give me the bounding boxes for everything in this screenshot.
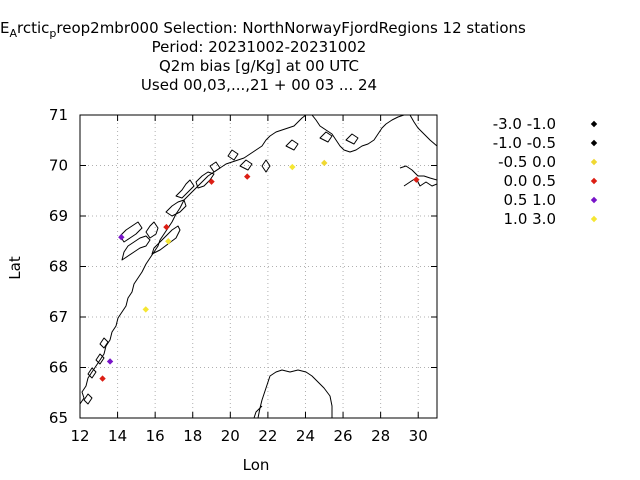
axis-ticks: 12 14 16 18 20 22 24 26 28 30 65 66 67 68 69 70 71 [49, 106, 437, 445]
legend-label: -0.5 0.0 [498, 153, 556, 171]
grid-lines [79, 114, 437, 419]
legend-marker [590, 158, 598, 166]
station-markers [99, 159, 420, 382]
plot-area: 12 14 16 18 20 22 24 26 28 30 65 66 67 68 69 70 71 [49, 106, 438, 445]
x-tick-label: 12 [70, 427, 89, 445]
y-tick-label: 67 [49, 308, 68, 326]
coastline [80, 115, 437, 418]
legend: -3.0 -1.0-1.0 -0.5-0.5 0.00.0 0.50.5 1.0… [493, 115, 598, 228]
x-tick-label: 18 [183, 427, 202, 445]
legend-marker [590, 139, 598, 147]
x-tick-label: 22 [258, 427, 277, 445]
station-marker [289, 163, 296, 171]
station-marker [413, 176, 420, 183]
y-tick-label: 69 [49, 207, 68, 225]
title-line-3: Q2m bias [g/Kg] at 00 UTC [159, 57, 359, 75]
legend-marker [590, 215, 598, 223]
station-marker [106, 358, 114, 365]
station-marker [165, 238, 172, 245]
station-marker [163, 223, 170, 231]
legend-label: -1.0 -0.5 [493, 134, 556, 152]
legend-marker [590, 120, 598, 128]
station-marker [99, 375, 106, 382]
station-marker [208, 178, 215, 185]
y-tick-label: 68 [49, 258, 68, 276]
title-line-1: EArcticpreop2mbr000 Selection: NorthNorw… [0, 19, 526, 40]
y-tick-label: 70 [49, 157, 68, 175]
y-axis-label: Lat [6, 256, 24, 280]
y-tick-label: 66 [49, 359, 68, 377]
title-line-2: Period: 20231002-20231002 [152, 38, 367, 56]
station-marker [142, 306, 149, 313]
y-tick-label: 65 [49, 409, 68, 427]
x-tick-label: 20 [221, 427, 240, 445]
x-tick-label: 14 [108, 427, 127, 445]
legend-label: 0.5 1.0 [504, 191, 556, 209]
x-tick-label: 30 [409, 427, 428, 445]
x-tick-label: 26 [334, 427, 353, 445]
station-marker [321, 159, 328, 167]
legend-label: 0.0 0.5 [504, 172, 556, 190]
plot-frame [79, 114, 438, 419]
legend-label: 1.0 3.0 [504, 210, 556, 228]
x-tick-label: 28 [371, 427, 390, 445]
x-tick-label: 24 [296, 427, 315, 445]
station-marker [118, 234, 125, 241]
x-axis-label: Lon [243, 456, 270, 474]
legend-marker [590, 177, 598, 185]
legend-label: -3.0 -1.0 [493, 115, 556, 133]
y-tick-label: 71 [49, 106, 68, 124]
title-line-4: Used 00,03,...,21 + 00 03 ... 24 [141, 76, 377, 94]
x-tick-label: 16 [146, 427, 165, 445]
legend-marker [590, 196, 598, 204]
station-marker [244, 173, 251, 180]
